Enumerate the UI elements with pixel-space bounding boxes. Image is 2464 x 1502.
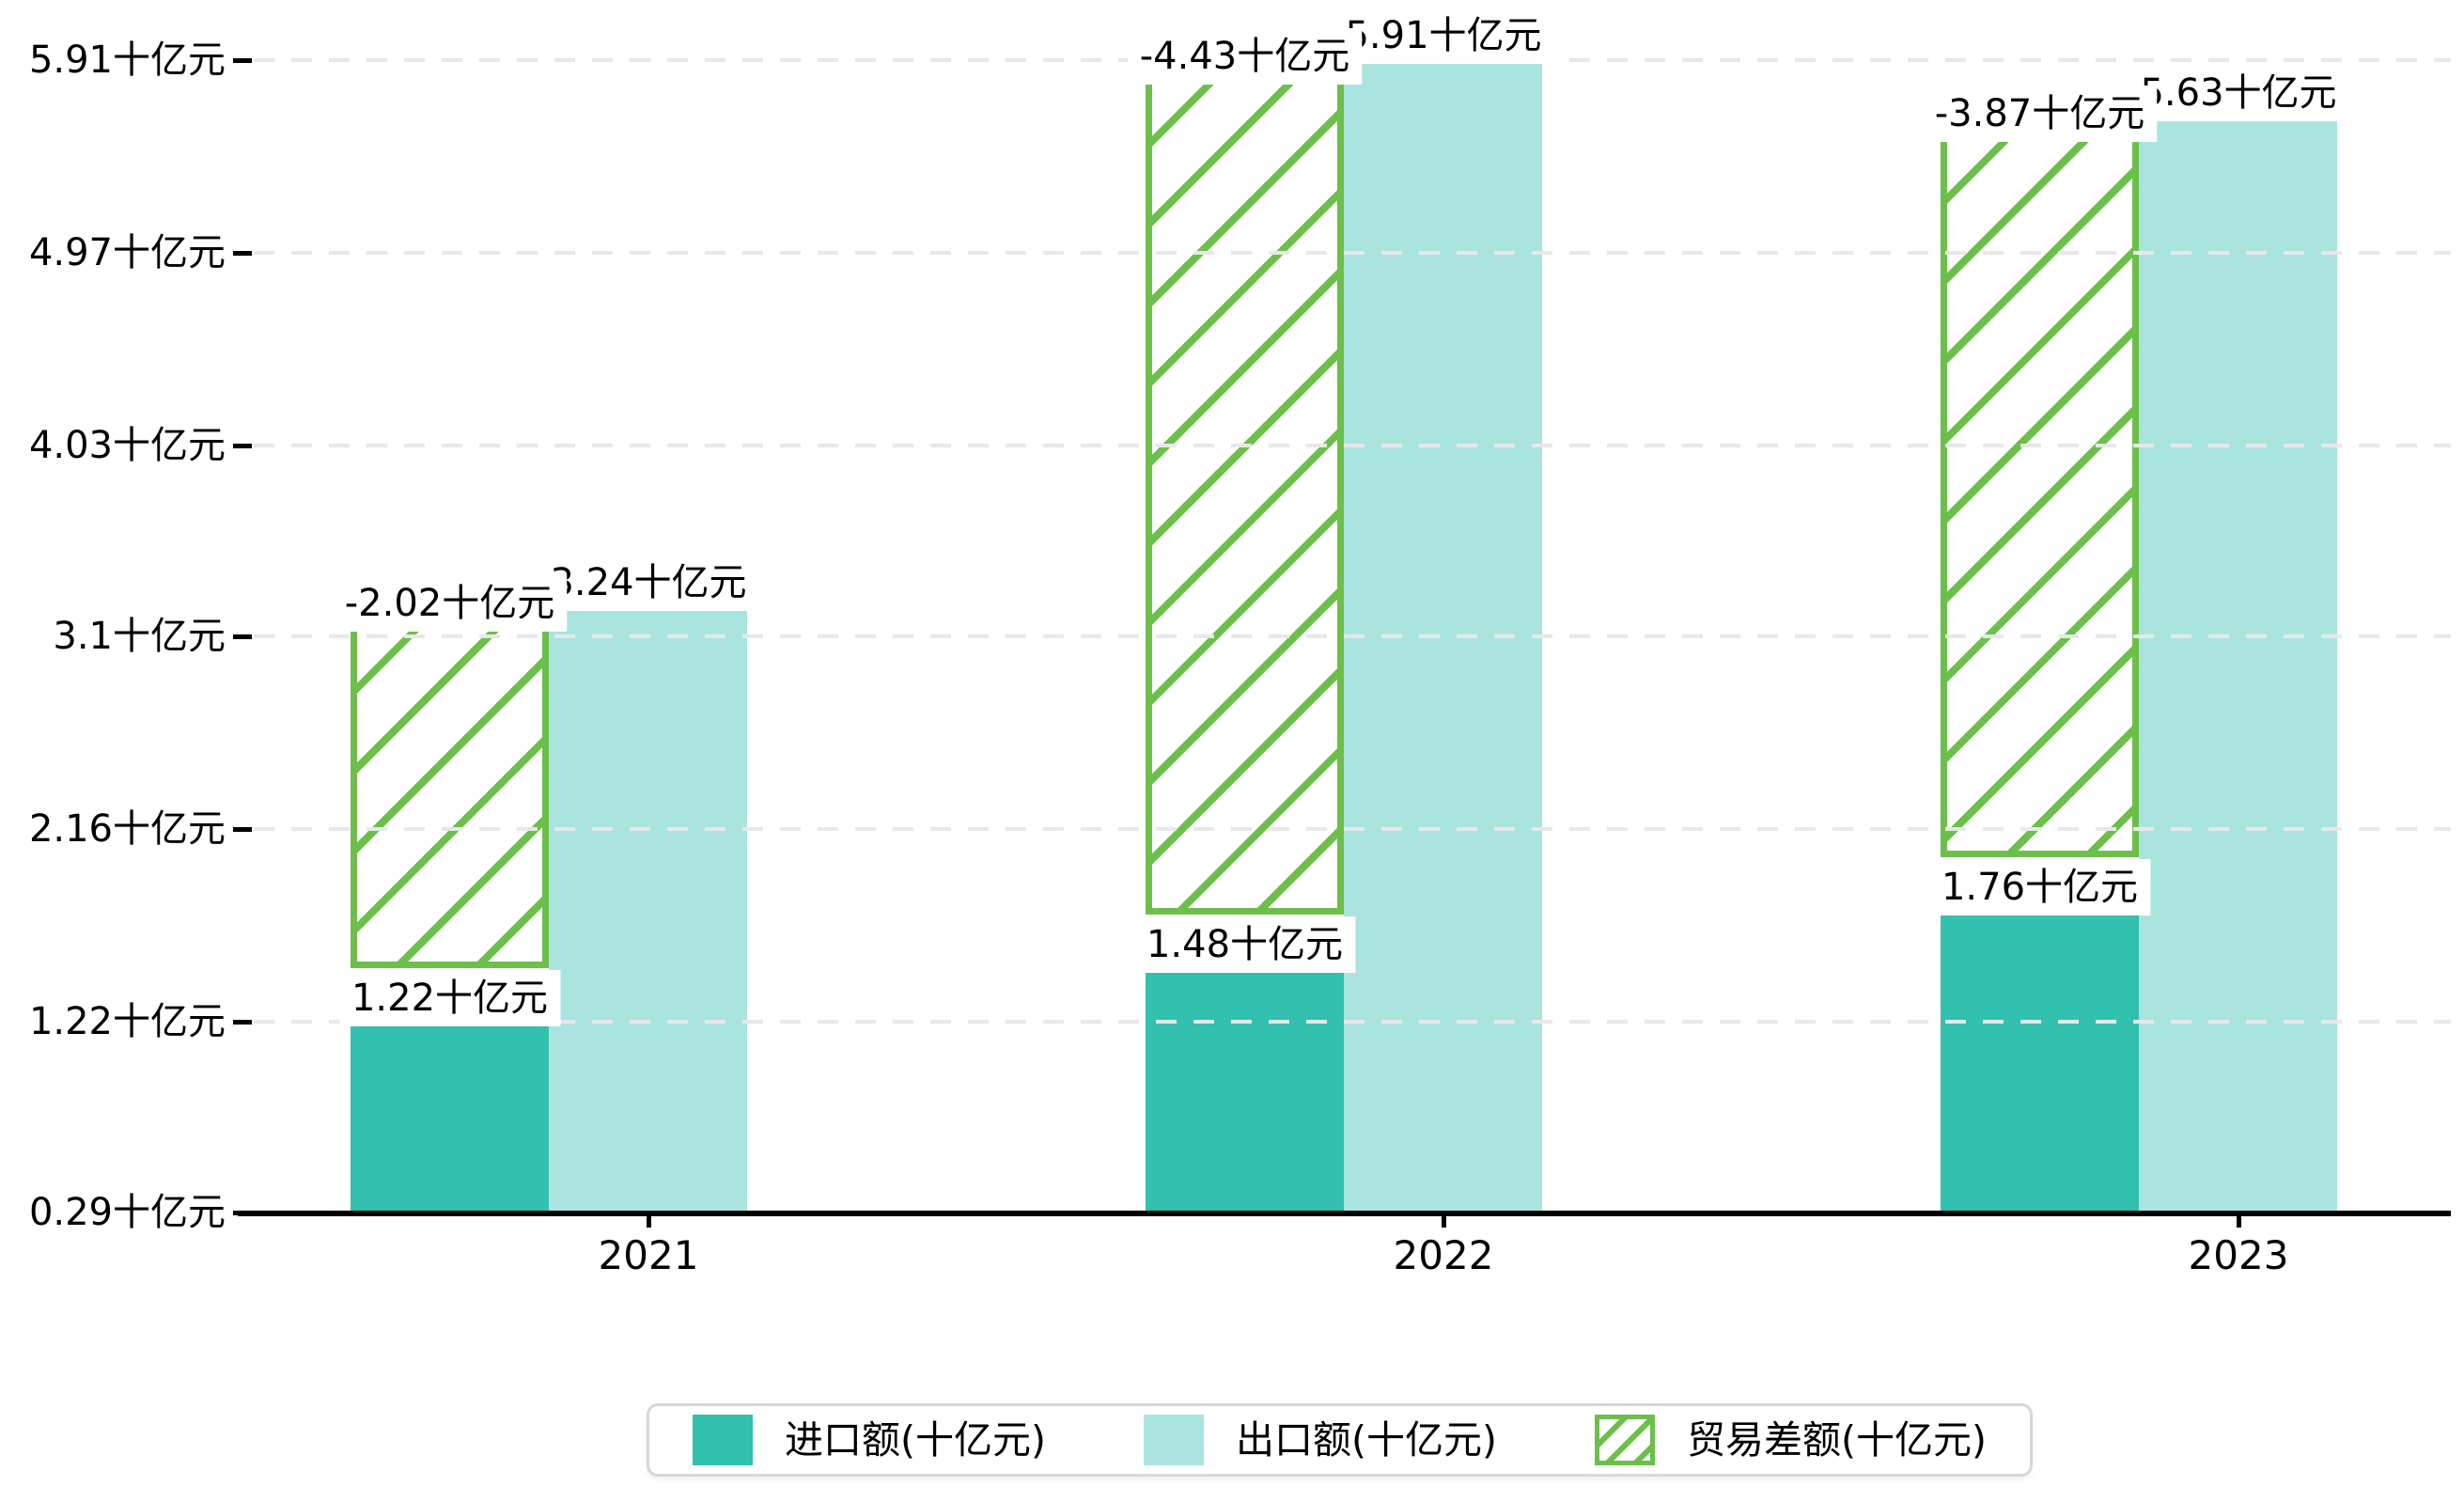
x-tick-mark xyxy=(1442,1213,1446,1228)
x-tick-mark xyxy=(647,1213,651,1228)
gridline xyxy=(254,1020,2451,1025)
export-value-label: 5.91十亿元 xyxy=(1333,8,1554,64)
trade-diff-bar xyxy=(1146,60,1344,915)
import-bar xyxy=(351,1022,549,1213)
y-tick-mark xyxy=(233,634,252,639)
y-tick-mark xyxy=(233,1019,252,1025)
x-tick-label: 2023 xyxy=(2188,1232,2289,1278)
x-axis-line xyxy=(238,1211,2451,1216)
trade-diff-bar xyxy=(1941,117,2139,858)
y-tick-mark xyxy=(233,57,252,63)
import-bar xyxy=(1146,968,1344,1213)
legend-swatch-import-icon xyxy=(693,1415,753,1465)
y-tick-label: 1.22十亿元 xyxy=(28,1000,226,1044)
legend-label-trade-diff: 贸易差额(十亿元) xyxy=(1687,1416,1987,1463)
legend-item-trade-diff: 贸易差额(十亿元) xyxy=(1595,1415,1987,1465)
export-value-label: 3.24十亿元 xyxy=(538,555,759,612)
y-tick-label: 0.29十亿元 xyxy=(28,1191,226,1234)
x-tick-label: 2021 xyxy=(598,1232,699,1278)
import-value-label: 1.22十亿元 xyxy=(338,970,561,1027)
export-bar xyxy=(2139,117,2337,1213)
legend: 进口额(十亿元) 出口额(十亿元) 贸易差额(十亿元) xyxy=(647,1403,2033,1477)
x-tick-label: 2022 xyxy=(1393,1232,1494,1278)
import-value-label: 1.48十亿元 xyxy=(1133,916,1356,974)
y-tick-label: 3.1十亿元 xyxy=(53,615,226,658)
y-tick-mark xyxy=(233,826,252,832)
export-value-label: 5.63十亿元 xyxy=(2128,65,2349,122)
y-tick-label: 5.91十亿元 xyxy=(28,39,226,82)
legend-item-import: 进口额(十亿元) xyxy=(693,1415,1046,1465)
legend-item-export: 出口额(十亿元) xyxy=(1144,1415,1497,1465)
x-tick-mark xyxy=(2237,1213,2241,1228)
trade-diff-value-label: -2.02十亿元 xyxy=(332,575,568,633)
import-bar xyxy=(1941,911,2139,1213)
trade-diff-value-label: -3.87十亿元 xyxy=(1922,86,2158,143)
import-value-label: 1.76十亿元 xyxy=(1928,859,2151,916)
y-tick-mark xyxy=(233,250,252,256)
y-tick-label: 4.97十亿元 xyxy=(28,231,226,275)
legend-swatch-trade-diff-icon xyxy=(1595,1415,1655,1465)
legend-swatch-export-icon xyxy=(1144,1415,1204,1465)
gridline xyxy=(254,251,2451,256)
trade-diff-bar xyxy=(351,607,549,969)
gridline xyxy=(254,634,2451,638)
y-tick-mark xyxy=(233,443,252,448)
y-tick-label: 4.03十亿元 xyxy=(28,424,226,468)
trade-diff-value-label: -4.43十亿元 xyxy=(1127,28,1363,85)
gridline xyxy=(254,444,2451,448)
y-tick-label: 2.16十亿元 xyxy=(28,807,226,852)
legend-label-import: 进口额(十亿元) xyxy=(785,1416,1046,1463)
legend-label-export: 出口额(十亿元) xyxy=(1236,1416,1497,1463)
export-bar xyxy=(549,607,747,1213)
gridline xyxy=(254,827,2451,832)
